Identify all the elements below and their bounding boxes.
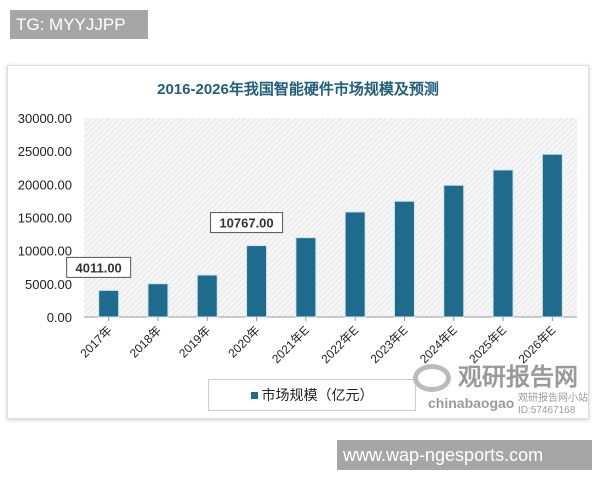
data-label: 4011.00 — [76, 260, 122, 275]
x-tick-label: 2023年E — [368, 323, 411, 366]
data-label: 10767.00 — [219, 216, 273, 231]
chart-panel: 2016-2026年我国智能硬件市场规模及预测 0.00 5000.00 10000… — [7, 65, 589, 419]
legend: 市场规模（亿元） — [208, 379, 416, 411]
y-tick-label: 30000.00 — [18, 111, 72, 126]
x-tick-label: 2018年 — [127, 323, 164, 360]
watermark-brand: 观研报告网 — [458, 364, 578, 391]
bar — [147, 283, 169, 318]
y-tick-label: 0.00 — [47, 310, 72, 325]
bar — [98, 289, 120, 318]
site-label: www.wap-ngesports.com — [337, 440, 592, 470]
bar-chart: 2016-2026年我国智能硬件市场规模及预测 0.00 5000.00 10000… — [18, 80, 577, 366]
y-tick-label: 5000.00 — [25, 277, 72, 292]
watermark-account: 观研报告网小站 — [518, 393, 588, 404]
x-tick-label: 2020年 — [225, 323, 262, 360]
bar — [344, 211, 366, 318]
chart-title: 2016-2026年我国智能硬件市场规模及预测 — [157, 80, 439, 98]
watermark-logo-icon — [413, 364, 451, 392]
bar — [492, 169, 514, 318]
x-tick-label: 2017年 — [78, 323, 115, 360]
bar — [393, 200, 415, 318]
y-tick-label: 10000.00 — [18, 244, 72, 259]
bar — [443, 184, 465, 318]
y-tick-label: 20000.00 — [18, 177, 72, 192]
x-tick-label: 2025年E — [466, 323, 509, 366]
watermark-id: ID:57467168 — [518, 405, 576, 416]
data-label-box — [66, 256, 132, 278]
bar — [246, 245, 268, 318]
x-tick-label: 2022年E — [318, 323, 361, 366]
watermark-domain: chinabaogao — [428, 395, 515, 411]
y-tick-label: 15000.00 — [18, 211, 72, 226]
tg-label: TG: MYYJJPP — [10, 10, 148, 39]
watermark: 观研报告网 chinabaogao 观研报告网小站 ID:57467168 — [413, 364, 588, 418]
x-tick-label: 2019年 — [176, 323, 213, 360]
x-tick-label: 2021年E — [269, 323, 312, 366]
bar — [295, 237, 317, 318]
legend-swatch — [250, 391, 258, 399]
y-tick-label: 25000.00 — [18, 144, 72, 159]
x-tick-label: 2024年E — [417, 323, 460, 366]
x-tick-label: 2026年E — [516, 323, 559, 366]
bar — [541, 153, 563, 318]
bar — [196, 274, 218, 318]
legend-label: 市场规模（亿元） — [261, 387, 374, 403]
data-label-box — [210, 212, 284, 234]
